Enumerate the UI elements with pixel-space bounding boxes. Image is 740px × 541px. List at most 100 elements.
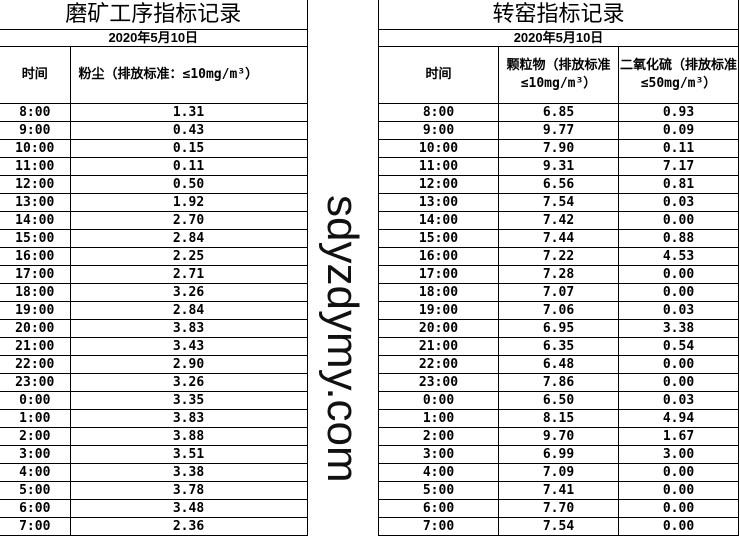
- table-row: 11:00 0.11: [0, 157, 308, 176]
- table-row: 7:00 2.36: [0, 517, 308, 536]
- particulate-cell: 7.28: [498, 265, 619, 284]
- table-row: 19:00 2.84: [0, 301, 308, 320]
- dust-cell: 0.11: [69, 157, 308, 176]
- table-row: 6:00 3.48: [0, 499, 308, 518]
- particulate-cell: 7.70: [498, 499, 619, 518]
- table-row: 20:00 3.83: [0, 319, 308, 338]
- table-row: 12:00 0.50: [0, 175, 308, 194]
- dust-cell: 1.31: [69, 103, 308, 122]
- table-row: 23:00 3.26: [0, 373, 308, 392]
- particulate-cell: 9.77: [498, 121, 619, 140]
- watermark: sdyzdymy.com: [318, 195, 367, 483]
- particulate-cell: 6.99: [498, 445, 619, 464]
- table-title: 磨矿工序指标记录: [0, 0, 308, 30]
- table-row: 19:00 7.06 0.03: [378, 301, 739, 320]
- table-row: 21:00 3.43: [0, 337, 308, 356]
- table-row: 8:00 6.85 0.93: [378, 103, 739, 122]
- table-row: 10:00 7.90 0.11: [378, 139, 739, 158]
- time-cell: 15:00: [378, 229, 499, 248]
- table-row: 6:00 7.70 0.00: [378, 499, 739, 518]
- time-cell: 16:00: [378, 247, 499, 266]
- time-cell: 9:00: [378, 121, 499, 140]
- time-cell: 6:00: [378, 499, 499, 518]
- time-cell: 1:00: [378, 409, 499, 428]
- dust-cell: 3.35: [69, 391, 308, 410]
- time-cell: 22:00: [378, 355, 499, 374]
- time-cell: 15:00: [0, 229, 71, 248]
- time-cell: 0:00: [378, 391, 499, 410]
- header-so2: 二氧化硫（排放标准≤50mg/m³）: [618, 46, 739, 104]
- so2-cell: 0.00: [618, 355, 739, 374]
- time-cell: 4:00: [378, 463, 499, 482]
- so2-cell: 7.17: [618, 157, 739, 176]
- time-cell: 4:00: [0, 463, 71, 482]
- time-cell: 19:00: [0, 301, 71, 320]
- table-row: 18:00 7.07 0.00: [378, 283, 739, 302]
- particulate-cell: 6.50: [498, 391, 619, 410]
- time-cell: 5:00: [378, 481, 499, 500]
- so2-cell: 0.03: [618, 193, 739, 212]
- time-cell: 10:00: [0, 139, 71, 158]
- time-cell: 7:00: [0, 517, 71, 536]
- particulate-cell: 7.54: [498, 193, 619, 212]
- time-cell: 16:00: [0, 247, 71, 266]
- particulate-cell: 7.22: [498, 247, 619, 266]
- dust-cell: 0.50: [69, 175, 308, 194]
- time-cell: 14:00: [378, 211, 499, 230]
- particulate-cell: 7.90: [498, 139, 619, 158]
- table-row: 9:00 0.43: [0, 121, 308, 140]
- table-row: 0:00 3.35: [0, 391, 308, 410]
- table-row: 20:00 6.95 3.38: [378, 319, 739, 338]
- time-cell: 17:00: [378, 265, 499, 284]
- so2-cell: 0.00: [618, 499, 739, 518]
- time-cell: 23:00: [378, 373, 499, 392]
- particulate-cell: 7.06: [498, 301, 619, 320]
- table-date: 2020年5月10日: [0, 29, 308, 47]
- table-row: 10:00 0.15: [0, 139, 308, 158]
- table-row: 17:00 2.71: [0, 265, 308, 284]
- so2-cell: 3.38: [618, 319, 739, 338]
- time-cell: 13:00: [0, 193, 71, 212]
- so2-cell: 0.00: [618, 211, 739, 230]
- table-date: 2020年5月10日: [378, 29, 739, 47]
- so2-cell: 0.93: [618, 103, 739, 122]
- so2-cell: 0.00: [618, 463, 739, 482]
- time-cell: 21:00: [0, 337, 71, 356]
- table-row: 22:00 6.48 0.00: [378, 355, 739, 374]
- particulate-cell: 7.41: [498, 481, 619, 500]
- particulate-cell: 6.56: [498, 175, 619, 194]
- table-row: 13:00 7.54 0.03: [378, 193, 739, 212]
- dust-cell: 3.26: [69, 283, 308, 302]
- particulate-cell: 6.95: [498, 319, 619, 338]
- particulate-cell: 9.70: [498, 427, 619, 446]
- kiln-table: 转窑指标记录 2020年5月10日 时间 颗粒物（排放标准≤10mg/m³） 二…: [378, 0, 739, 536]
- table-row: 1:00 3.83: [0, 409, 308, 428]
- particulate-cell: 8.15: [498, 409, 619, 428]
- table-row: 13:00 1.92: [0, 193, 308, 212]
- time-cell: 2:00: [378, 427, 499, 446]
- table-row: 16:00 7.22 4.53: [378, 247, 739, 266]
- time-cell: 5:00: [0, 481, 71, 500]
- time-cell: 21:00: [378, 337, 499, 356]
- table-row: 14:00 2.70: [0, 211, 308, 230]
- time-cell: 13:00: [378, 193, 499, 212]
- time-cell: 22:00: [0, 355, 71, 374]
- table-row: 5:00 3.78: [0, 481, 308, 500]
- dust-cell: 2.70: [69, 211, 308, 230]
- dust-cell: 2.36: [69, 517, 308, 536]
- so2-cell: 1.67: [618, 427, 739, 446]
- table-row: 9:00 9.77 0.09: [378, 121, 739, 140]
- header-time: 时间: [378, 46, 499, 104]
- so2-cell: 3.00: [618, 445, 739, 464]
- dust-cell: 0.15: [69, 139, 308, 158]
- so2-cell: 0.54: [618, 337, 739, 356]
- so2-cell: 0.11: [618, 139, 739, 158]
- particulate-cell: 7.09: [498, 463, 619, 482]
- table-row: 15:00 2.84: [0, 229, 308, 248]
- time-cell: 19:00: [378, 301, 499, 320]
- table-row: 2:00 9.70 1.67: [378, 427, 739, 446]
- dust-cell: 3.43: [69, 337, 308, 356]
- time-cell: 23:00: [0, 373, 71, 392]
- table-row: 4:00 7.09 0.00: [378, 463, 739, 482]
- table-row: 22:00 2.90: [0, 355, 308, 374]
